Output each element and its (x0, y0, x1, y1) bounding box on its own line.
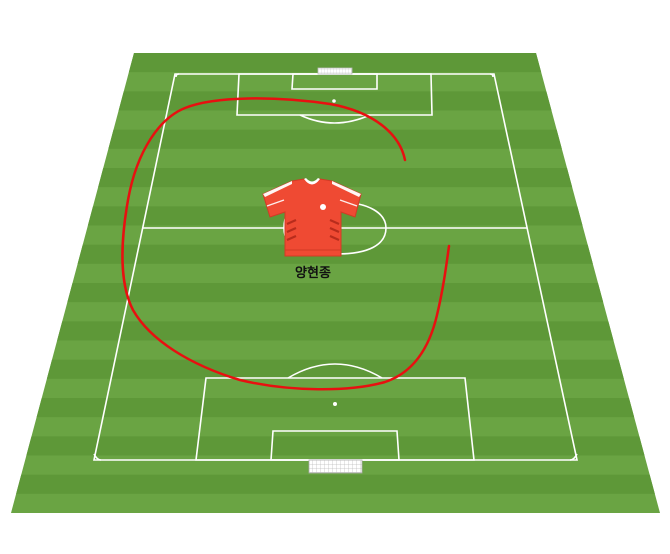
grass-stripe (11, 53, 660, 73)
corner-arc-top-right (489, 73, 494, 78)
player-name-label: 양현종 (295, 266, 331, 281)
bottom-penalty-spot (333, 402, 337, 406)
grass-stripe (11, 168, 660, 188)
top-goal-mesh (318, 68, 352, 74)
top-penalty-arc (299, 114, 371, 124)
top-penalty-spot (332, 99, 336, 103)
corner-arc-bottom-right (569, 453, 578, 461)
corner-arc-bottom-left (93, 453, 102, 461)
grass-stripe (11, 321, 660, 341)
corner-arc-top-left (175, 73, 180, 78)
bottom-penalty-area (195, 377, 475, 461)
grass-stripe (11, 474, 660, 494)
grass-stripe (11, 283, 660, 303)
jersey-icon (262, 178, 362, 257)
grass-stripe (11, 398, 660, 418)
bottom-goal-area (270, 430, 400, 461)
bottom-penalty-arc (287, 363, 383, 379)
run-path-arc (121, 97, 451, 391)
bottom-goal-mesh (309, 460, 362, 473)
grass-stripe (11, 359, 660, 379)
grass-stripe (11, 436, 660, 456)
grass-stripe (11, 129, 660, 149)
